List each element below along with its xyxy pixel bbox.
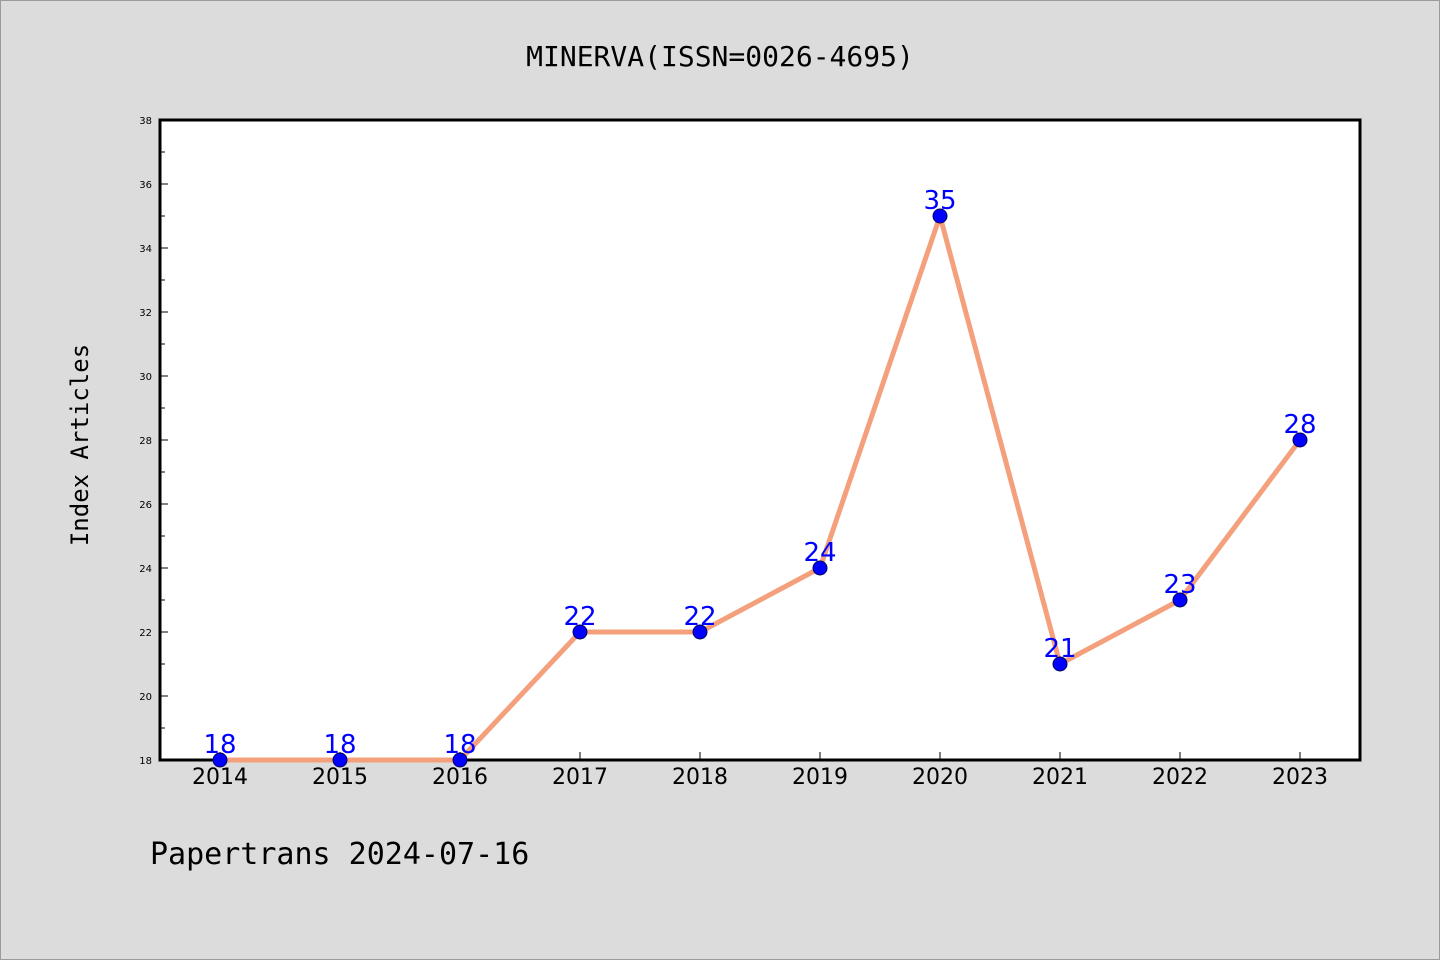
y-axis-label: Index Articles	[66, 344, 94, 546]
y-tick-label: 36	[139, 180, 152, 191]
series-polyline	[217, 213, 1303, 763]
data-point	[452, 752, 468, 768]
y-tick-label: 32	[139, 308, 152, 319]
x-tick-label: 2021	[1032, 765, 1088, 790]
y-tick-label: 38	[139, 116, 152, 127]
plot-area	[158, 118, 1362, 762]
data-label: 18	[443, 730, 476, 760]
x-tick-label: 2017	[552, 765, 608, 790]
x-tick-label: 2015	[312, 765, 368, 790]
data-point	[812, 560, 828, 576]
y-tick-label: 26	[139, 500, 152, 511]
data-point	[1052, 656, 1068, 672]
data-label: 22	[683, 602, 716, 632]
data-label: 21	[1043, 634, 1076, 664]
y-tick-label: 30	[139, 372, 152, 383]
data-label: 18	[203, 730, 236, 760]
y-tick-label: 24	[139, 564, 152, 575]
x-tick-label: 2022	[1152, 765, 1208, 790]
y-tick-label: 28	[139, 436, 152, 447]
data-label: 35	[923, 186, 956, 216]
data-point	[212, 752, 228, 768]
data-label: 24	[803, 538, 836, 568]
y-tick-label: 20	[139, 692, 152, 703]
x-tick-label: 2014	[192, 765, 248, 790]
y-tick-label: 18	[139, 756, 152, 767]
x-tick-label: 2019	[792, 765, 848, 790]
footer-credit: Papertrans 2024-07-16	[150, 837, 529, 872]
chart-title: MINERVA(ISSN=0026-4695)	[526, 40, 914, 73]
data-point	[932, 208, 948, 224]
data-point	[1172, 592, 1188, 608]
series-line	[217, 213, 1303, 763]
data-label: 22	[563, 602, 596, 632]
data-point	[1292, 432, 1308, 448]
data-point	[692, 624, 708, 640]
data-labels: 18 18 18 22 22 24 35 21 23 28	[203, 186, 1316, 760]
x-tick-label: 2016	[432, 765, 488, 790]
data-label: 23	[1163, 570, 1196, 600]
x-tick-label: 2018	[672, 765, 728, 790]
y-tick-label: 34	[139, 244, 152, 255]
data-points	[212, 208, 1308, 768]
x-tick-label: 2020	[912, 765, 968, 790]
data-label: 28	[1283, 410, 1316, 440]
y-axis-ticks: 18 20 22 24 26 28 30 32 34 36 38	[139, 116, 168, 767]
y-tick-label: 22	[139, 628, 152, 639]
x-axis-ticks: 2014 2015 2016 2017 2018 2019 2020 2021 2022 2023	[192, 752, 1328, 790]
x-tick-label: 2023	[1272, 765, 1328, 790]
data-point	[572, 624, 588, 640]
data-label: 18	[323, 730, 356, 760]
data-point	[332, 752, 348, 768]
